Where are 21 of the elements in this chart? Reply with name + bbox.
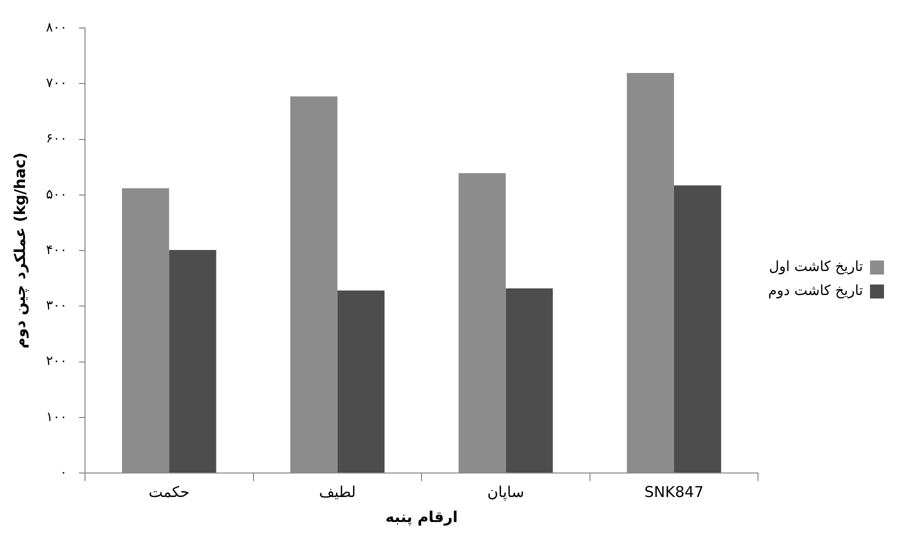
x-tick-label: SNK847: [644, 482, 704, 501]
y-tick-label: ۶۰۰: [46, 132, 67, 147]
x-axis-title: ارقام پنبه: [385, 508, 458, 526]
y-tick-label: ۴۰۰: [46, 242, 67, 258]
y-tick-label: ۸۰۰: [46, 20, 67, 36]
y-tick-label: ۳۰۰: [46, 298, 67, 314]
legend-label: تاریخ کاشت اول: [769, 259, 864, 276]
x-tick-label: حکمت: [148, 482, 190, 501]
legend-label: تاریخ کاشت دوم: [768, 283, 864, 300]
bar: [337, 290, 385, 472]
x-tick-label: ساپان: [487, 482, 524, 501]
y-tick-label: ۷۰۰: [46, 76, 67, 91]
y-tick-label: ۱۰۰: [46, 410, 67, 425]
y-axis-title: عملکرد چین دوم (kg/hac): [10, 152, 29, 348]
x-tick-label: لطیف: [318, 482, 356, 501]
y-tick-label: ۵۰۰: [46, 187, 67, 202]
bar: [674, 185, 722, 472]
y-tick-label: ۰: [60, 465, 67, 480]
bar: [506, 288, 553, 472]
bar: [169, 250, 216, 472]
y-tick-label: ۲۰۰: [46, 354, 67, 370]
